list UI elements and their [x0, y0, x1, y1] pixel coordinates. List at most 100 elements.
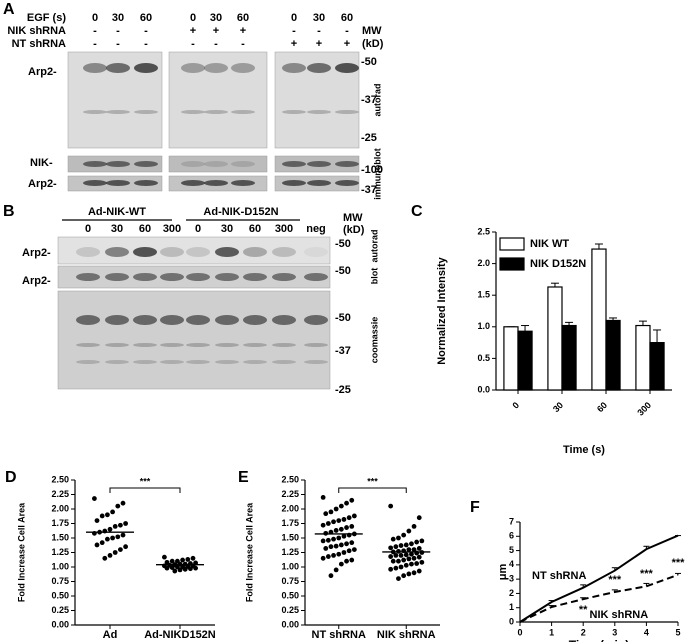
blot-band [76, 273, 100, 281]
blot-band [204, 110, 228, 114]
data-point [338, 561, 344, 567]
data-point [346, 515, 352, 521]
blot-image [168, 155, 268, 173]
side-label: autorad [369, 229, 379, 262]
blot-band [243, 273, 267, 281]
data-point [123, 521, 128, 526]
blot-band [204, 161, 228, 167]
data-point [336, 551, 342, 557]
blot-band [160, 247, 184, 257]
y-tick-label: 0.00 [281, 619, 299, 629]
y-tick-label: 0 [509, 616, 514, 626]
mw-marker: -25 [335, 384, 351, 396]
data-point [349, 497, 355, 503]
blot-image [57, 236, 331, 265]
blot-band [307, 63, 331, 73]
lane-sign: - [93, 25, 97, 37]
data-point [403, 552, 409, 558]
lane-label: 60 [249, 223, 261, 235]
panel-letter: D [5, 469, 17, 486]
lane-label: 30 [111, 223, 123, 235]
data-point [333, 506, 339, 512]
mw-header: MW [343, 212, 363, 224]
data-point [416, 546, 422, 551]
bar [591, 248, 607, 391]
data-point [396, 558, 401, 564]
data-point [414, 561, 420, 566]
y-tick-label: 0.0 [477, 384, 490, 394]
data-point [411, 570, 417, 576]
mw-marker: -37 [335, 345, 351, 357]
y-tick-label: 0.75 [51, 576, 69, 586]
y-tick-label: 0.50 [51, 590, 69, 600]
blot-band [133, 360, 157, 364]
mw-marker: -37 [361, 94, 377, 106]
lane-sign: - [116, 25, 120, 37]
lane-time: 30 [210, 12, 222, 24]
significance-label: *** [140, 476, 151, 486]
significance-label: *** [608, 574, 622, 586]
data-point [416, 554, 422, 560]
blot-band [160, 343, 184, 347]
y-tick-label: 2.00 [281, 503, 299, 513]
blot-band [133, 315, 157, 325]
data-point [331, 519, 336, 525]
data-point [107, 553, 113, 558]
data-point [390, 558, 396, 564]
blot-band [76, 247, 100, 257]
blot-band [134, 63, 158, 73]
blot-band [181, 161, 205, 167]
data-point [320, 538, 326, 544]
blot-band [307, 180, 331, 186]
data-point [169, 558, 175, 564]
mw-header: (kD) [362, 38, 384, 50]
data-point [388, 554, 394, 559]
lane-time: 0 [190, 12, 196, 24]
data-point [338, 503, 344, 509]
data-point [92, 496, 97, 501]
data-point [320, 522, 326, 528]
y-tick-label: 1.75 [281, 518, 299, 528]
data-point [331, 536, 336, 542]
blot-band [307, 161, 331, 167]
blot-band [307, 110, 331, 114]
y-tick-label: 0.25 [51, 605, 69, 615]
lane-sign: - [93, 38, 97, 50]
y-tick-label: 1.25 [51, 547, 69, 557]
band-label: Arp2- [22, 247, 51, 259]
data-point [112, 550, 118, 555]
blot-band [231, 110, 255, 114]
data-point [349, 540, 355, 546]
legend-swatch [499, 237, 525, 251]
blot-band [83, 161, 107, 167]
band-label: Arp2- [28, 66, 57, 78]
y-tick-label: 1.0 [477, 321, 490, 331]
band-label: NIK- [30, 157, 53, 169]
data-point [112, 524, 118, 529]
bar [503, 326, 519, 391]
data-point [388, 545, 394, 551]
blot-band [204, 180, 228, 186]
blot-band [335, 63, 359, 73]
blot-band [282, 63, 306, 73]
blot-band [282, 161, 306, 167]
data-point [406, 571, 412, 577]
data-point [403, 562, 409, 568]
y-tick-label: 2.50 [51, 474, 69, 484]
series-line [519, 534, 679, 623]
data-point [411, 555, 417, 561]
data-point [346, 548, 352, 554]
lane-sign: + [240, 25, 246, 37]
blot-band [105, 360, 129, 364]
blot-band [76, 343, 100, 347]
blot-band [160, 360, 184, 364]
data-point [331, 553, 336, 558]
blot-band [215, 247, 239, 257]
data-point [182, 566, 188, 572]
y-tick-label: 1.00 [51, 561, 69, 571]
y-tick-label: 1.5 [477, 290, 490, 300]
x-tick-label: 60 [595, 400, 609, 414]
blot-band [304, 247, 328, 257]
y-tick-label: 2.25 [51, 489, 69, 499]
x-tick-label: 0 [510, 400, 521, 411]
